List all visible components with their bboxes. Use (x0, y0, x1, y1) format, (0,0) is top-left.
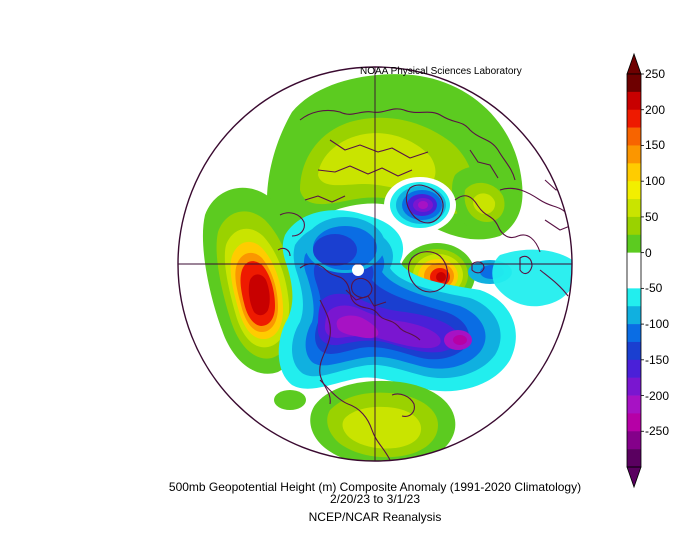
colorbar-segment (627, 431, 641, 450)
caption-source: NCEP/NCAR Reanalysis (308, 510, 442, 524)
colorbar-label: 200 (645, 102, 666, 117)
colorbar-label: -200 (645, 388, 670, 403)
colorbar-label: 0 (645, 245, 652, 260)
caption-dates: 2/20/23 to 3/1/23 (329, 492, 421, 506)
pacific-positive-blob (274, 390, 306, 410)
colorbar-segment (627, 109, 641, 128)
colorbar-segment (627, 359, 641, 378)
colorbar-segment (627, 127, 641, 146)
colorbar-label: 50 (645, 209, 659, 224)
colorbar-label: -150 (645, 352, 670, 367)
colorbar (626, 52, 644, 489)
colorbar-label: -250 (645, 424, 670, 439)
colorbar-label: -100 (645, 317, 670, 332)
colorbar-segment (627, 91, 641, 111)
colorbar-segment (627, 395, 641, 414)
colorbar-label: 100 (645, 174, 666, 189)
colorbar-label: -50 (645, 281, 663, 296)
caption-title: 500mb Geopotential Height (m) Composite … (168, 480, 582, 494)
colorbar-segment (627, 306, 641, 325)
subtropical-positive-anomaly (310, 380, 456, 461)
colorbar-segment (627, 252, 641, 271)
colorbar-segment (627, 288, 641, 307)
colorbar-segment (627, 181, 641, 200)
colorbar-label: 150 (645, 138, 666, 153)
colorbar-segment (627, 163, 641, 182)
anomaly-field (202, 74, 572, 461)
colorbar-segment (627, 234, 641, 253)
colorbar-top-arrow (626, 52, 642, 75)
canada-trough (305, 217, 512, 284)
credit-text: NOAA Physical Sciences Laboratory (360, 66, 522, 77)
colorbar-segment (627, 199, 641, 218)
colorbar-label: 250 (645, 67, 666, 81)
colorbar-segment (627, 413, 641, 432)
map-border (177, 66, 573, 462)
siberia-positive-anomaly (452, 166, 519, 235)
colorbar-segment (627, 74, 641, 93)
colorbar-frame (626, 73, 642, 468)
colorbar-segment (627, 324, 641, 343)
colorbar-segment (627, 270, 641, 289)
colorbar-segment (627, 145, 641, 164)
coastlines (277, 108, 571, 461)
colorbar-segment (627, 216, 641, 236)
colorbar-segment (627, 377, 641, 396)
colorbar-segment (627, 449, 641, 468)
colorbar-segment (627, 341, 641, 361)
